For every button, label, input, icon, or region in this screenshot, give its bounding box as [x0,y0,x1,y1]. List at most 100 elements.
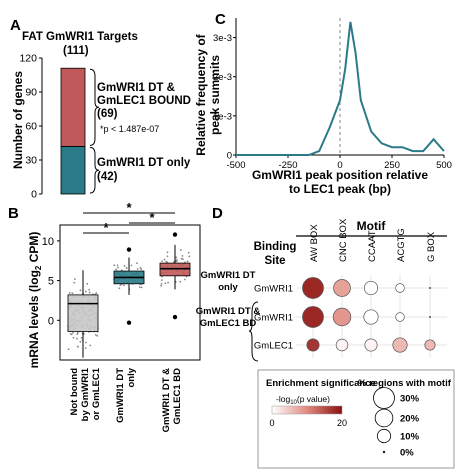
panel-b-point [84,290,87,293]
panel-b-point [88,291,91,294]
panel-c-ylabel-1: Relative frequency of [194,33,208,155]
panel-d-group-label: only [218,282,238,293]
legend-size-items: 30% 20% 10% 0% [373,387,420,459]
legend-color-title: Enrichment significance [266,378,376,389]
panel-d-dot [306,338,320,352]
panel-c-xtick-label: -250 [278,160,297,171]
panel-d-dot [364,338,378,352]
panel-a-ytick-label: 120 [19,53,37,65]
panel-c-ytick-label: 3e-3 [213,33,232,44]
panel-a-ytick-label: 90 [25,87,37,99]
panel-letter-b: B [8,205,19,222]
panel-b-point [164,282,167,285]
panel-a-bracket-bottom-1: GmWRI1 DT only [97,157,191,169]
legend-color-max: 20 [337,418,347,428]
panel-b-point [84,347,87,350]
panel-b-category-label: GmWRI1 DT & [161,368,172,433]
panel-b-point [161,260,163,263]
panel-b-point [136,262,138,265]
panel-d-site-header-1: Binding [254,241,297,253]
panel-d-chart: AW BOX CNC BOX CCAAT ACGTG G BOX GmWRI1 DTonl… [196,218,447,362]
panel-a-total: (111) [63,45,89,57]
panel-a-ytick-label: 30 [25,155,37,167]
panel-a-chart: 0 30 60 90 120 [19,53,100,201]
panel-b-category-label: only [126,367,137,387]
panel-b-point [175,256,178,259]
panel-b-outlier [126,320,132,325]
legend-size-label: 10% [400,432,420,443]
panel-c-ylabel-2: peak summits [208,55,222,135]
panel-d-site-header-2: Site [264,255,285,267]
panel-b-category-label: by GmWRI1 [80,367,91,421]
panel-b-point [140,286,143,289]
panel-d-dot [363,280,379,296]
panel-c-ytick-label: 1e-3 [213,111,232,122]
panel-b-point [167,281,169,284]
panel-a-bracket-1 [89,68,100,146]
panel-b-point [188,255,191,258]
panel-b-point [175,260,178,263]
panel-b-point [130,264,133,267]
panel-b-point [166,251,169,254]
legend-size-label: 0% [400,448,414,459]
legend-color-subtitle: -log10(p value) [276,394,330,406]
panel-c-xtick-label: 250 [384,160,400,171]
panel-b-point [115,268,118,271]
panel-b-point [123,265,126,267]
panel-d-dot [332,307,352,327]
legend-size-circle [376,428,392,444]
panel-b-point [183,278,186,281]
panel-c-xlabel-2: to LEC1 peak (bp) [289,182,391,196]
panel-b-point [179,249,182,251]
panel-b-outlier [172,314,178,320]
panel-d-group-bracket [248,301,259,362]
panel-d-dot [392,337,408,353]
panel-c-series-line [236,21,445,156]
legend-size-circle [382,450,386,454]
panel-b-point [166,255,169,258]
panel-b-point [72,331,74,334]
panel-d-legend-box [257,369,455,469]
panel-b-chart: 0 5 10 Not bound by GmWRI1 or GmLEC1 GmWRI1 DT… [42,200,201,433]
panel-d-site-label: GmWRI1 [254,313,293,324]
panel-b-point [184,261,186,264]
panel-a-ytick-label: 0 [31,189,37,201]
legend-size-title: % regions with motif [358,378,452,389]
panel-b-point [85,341,87,344]
legend-size-circle [373,387,395,409]
panel-b-sig-star-1: * [103,220,109,235]
panel-c-chart: 0 1e-3 2e-3 3e-3 -500 -250 0 250 500 [213,18,452,171]
panel-b-point [181,255,184,257]
panel-b-point [79,289,82,292]
panel-a-bar-segment-1 [60,67,86,147]
panel-d-dot [333,279,351,297]
panel-d-motif-header: Motif [357,219,387,233]
panel-b-category-label: Not bound [69,368,80,416]
panel-b-ytick-label: 5 [48,276,54,288]
panel-d-motif-label: CCAAT [367,230,378,262]
panel-b-outlier [172,232,178,237]
panel-d-motif-label: G BOX [426,231,437,262]
panel-b-ytick-label: 10 [42,236,54,248]
panel-b-point [160,279,163,282]
panel-a-bracket-top-2: GmLEC1 BOUND [97,95,191,107]
panel-b-point [76,331,79,334]
panel-letter-d: D [212,205,223,222]
panel-b-point [96,334,99,337]
panel-b-point [86,282,89,285]
panel-b-point [76,345,79,348]
panel-d-group-label: GmWRI1 DT [201,270,256,281]
panel-b-point [163,258,166,261]
panel-b-ytick-label: 0 [48,315,54,327]
panel-d-dot [363,309,379,325]
panel-b-point [72,336,75,339]
panel-d-dot [302,277,324,299]
panel-a-ytick-label: 60 [25,121,37,133]
panel-b-point [160,282,163,285]
panel-a-bracket-top-count: (69) [97,108,118,120]
panel-d-dot [395,312,405,322]
panel-b-point [139,286,141,288]
panel-a-pvalue: *p < 1.487e-07 [100,124,159,134]
panel-b-point [89,344,92,347]
legend-size-label: 20% [400,414,420,425]
